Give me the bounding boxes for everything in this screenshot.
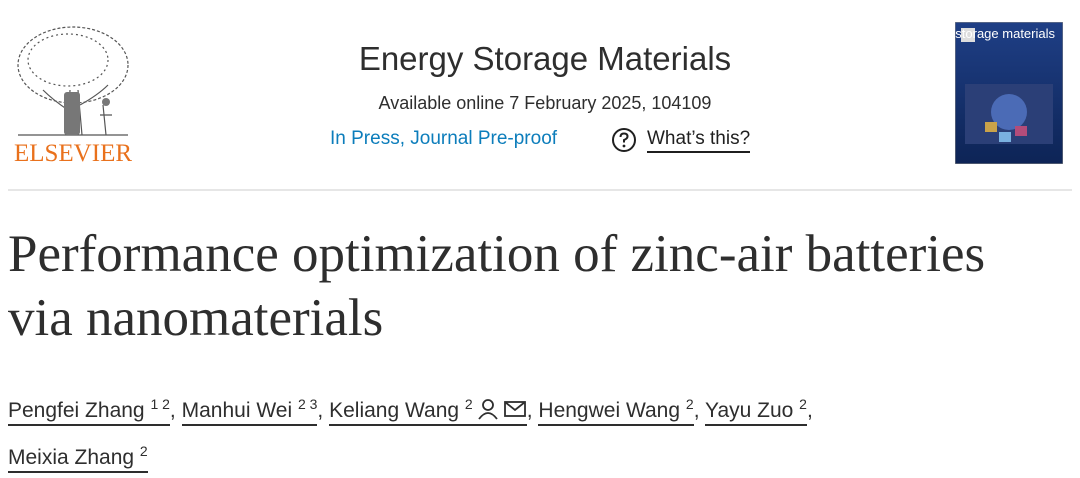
publisher-name: ELSEVIER (13, 140, 133, 167)
divider (8, 189, 1072, 191)
cover-title: energy storage materials (955, 26, 1055, 41)
author-list: Pengfei Zhang 1 2, Manhui Wei 2 3, Kelia… (8, 384, 968, 478)
affiliation[interactable]: 2 (139, 443, 148, 459)
author[interactable]: Keliang Wang 2 (329, 396, 527, 426)
availability: Available online 7 February 2025, 104109 (378, 93, 712, 113)
separator: , (169, 399, 176, 422)
help-link[interactable]: What’s this? (647, 128, 751, 153)
author-name[interactable]: Yayu Zuo (705, 399, 794, 422)
author-name[interactable]: Hengwei Wang (538, 399, 681, 422)
author[interactable]: Yayu Zuo 2 (705, 396, 807, 426)
separator: , (526, 399, 533, 422)
email-icon[interactable] (503, 398, 527, 420)
separator: , (806, 399, 813, 422)
author-name[interactable]: Pengfei Zhang (8, 399, 145, 422)
affiliation[interactable]: 1 2 (150, 396, 170, 412)
author-name[interactable]: Manhui Wei (181, 399, 293, 422)
affiliation[interactable]: 2 (685, 396, 694, 412)
elsevier-logo[interactable] (8, 20, 138, 170)
affiliation[interactable]: 2 (464, 396, 473, 412)
separator: , (317, 399, 324, 422)
separator: , (693, 399, 700, 422)
affiliation[interactable]: 2 3 (297, 396, 318, 412)
author[interactable]: Hengwei Wang 2 (538, 396, 694, 426)
author-name[interactable]: Keliang Wang (329, 399, 460, 422)
journal-cover[interactable]: energy storage materials (955, 22, 1063, 164)
author[interactable]: Pengfei Zhang 1 2 (8, 396, 170, 426)
journal-title[interactable]: Energy Storage Materials (358, 40, 732, 77)
person-icon[interactable] (477, 398, 499, 420)
article-title: Performance optimization of zinc-air bat… (8, 225, 986, 347)
article-status[interactable]: In Press, Journal Pre-proof (330, 128, 558, 149)
author-name[interactable]: Meixia Zhang (8, 446, 135, 469)
affiliation[interactable]: 2 (799, 396, 807, 412)
author[interactable]: Meixia Zhang 2 (8, 443, 148, 473)
help-icon[interactable] (611, 127, 637, 153)
author[interactable]: Manhui Wei 2 3 (181, 396, 318, 426)
